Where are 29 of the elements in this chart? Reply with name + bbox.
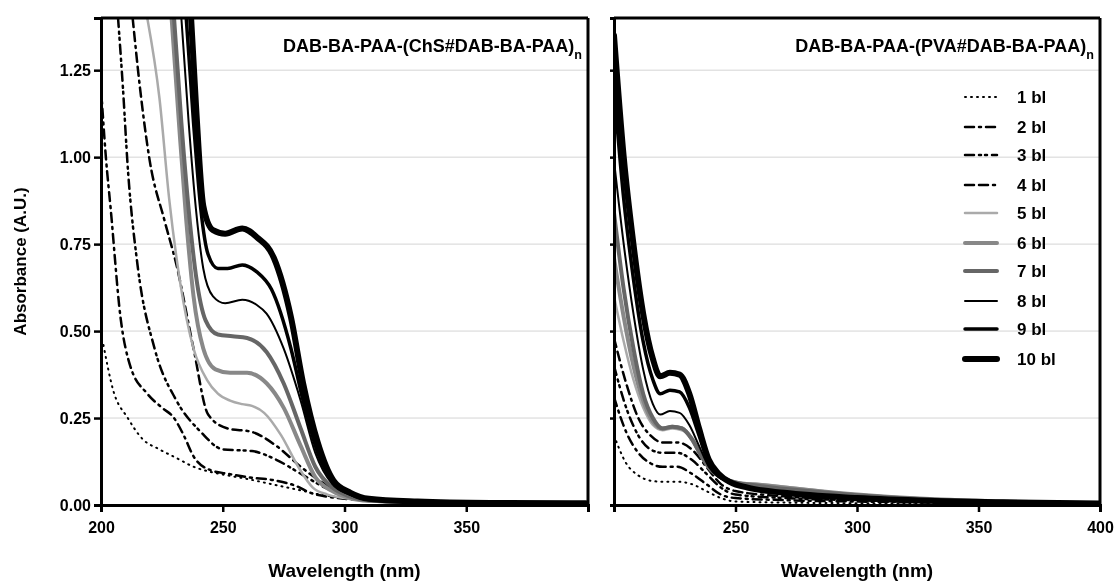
y-axis-title: Absorbance (A.U.) [11, 187, 30, 336]
x-axis-title: Wavelength (nm) [268, 560, 421, 581]
legend-label: 1 bl [1017, 88, 1047, 107]
legend-label: 8 bl [1017, 292, 1047, 311]
y-tick-label: 1.00 [59, 148, 92, 166]
y-tick-label: 0.50 [59, 322, 92, 340]
y-tick-label: 1.25 [59, 61, 92, 79]
legend-label: 3 bl [1017, 146, 1047, 165]
y-tick-label: 0.75 [59, 235, 92, 253]
legend-label: 10 bl [1017, 350, 1056, 369]
legend-label: 5 bl [1017, 204, 1047, 223]
text: DAB-BA-PAA-(PVA#DAB-BA-PAA)$_{n}$ [795, 36, 1094, 62]
x-tick-label: 250 [209, 518, 237, 536]
legend-label: 9 bl [1017, 320, 1047, 339]
y-tick-label: 0.25 [59, 409, 92, 427]
x-tick-label: 250 [722, 518, 750, 536]
legend-label: 7 bl [1017, 262, 1047, 281]
x-tick-label: 300 [331, 518, 359, 536]
legend-label: 6 bl [1017, 234, 1047, 253]
x-tick-label: 350 [965, 518, 993, 536]
x-tick-label: 300 [844, 518, 871, 536]
x-tick-label: 400 [1087, 518, 1114, 536]
x-tick-label: 200 [88, 518, 115, 536]
y-tick-label: 0.00 [59, 496, 92, 514]
x-axis-title: Wavelength (nm) [780, 560, 934, 581]
legend-label: 4 bl [1017, 176, 1047, 195]
text: DAB-BA-PAA-(ChS#DAB-BA-PAA)$_{n}$ [283, 36, 582, 62]
legend-label: 2 bl [1017, 118, 1047, 137]
x-tick-label: 350 [453, 518, 481, 536]
